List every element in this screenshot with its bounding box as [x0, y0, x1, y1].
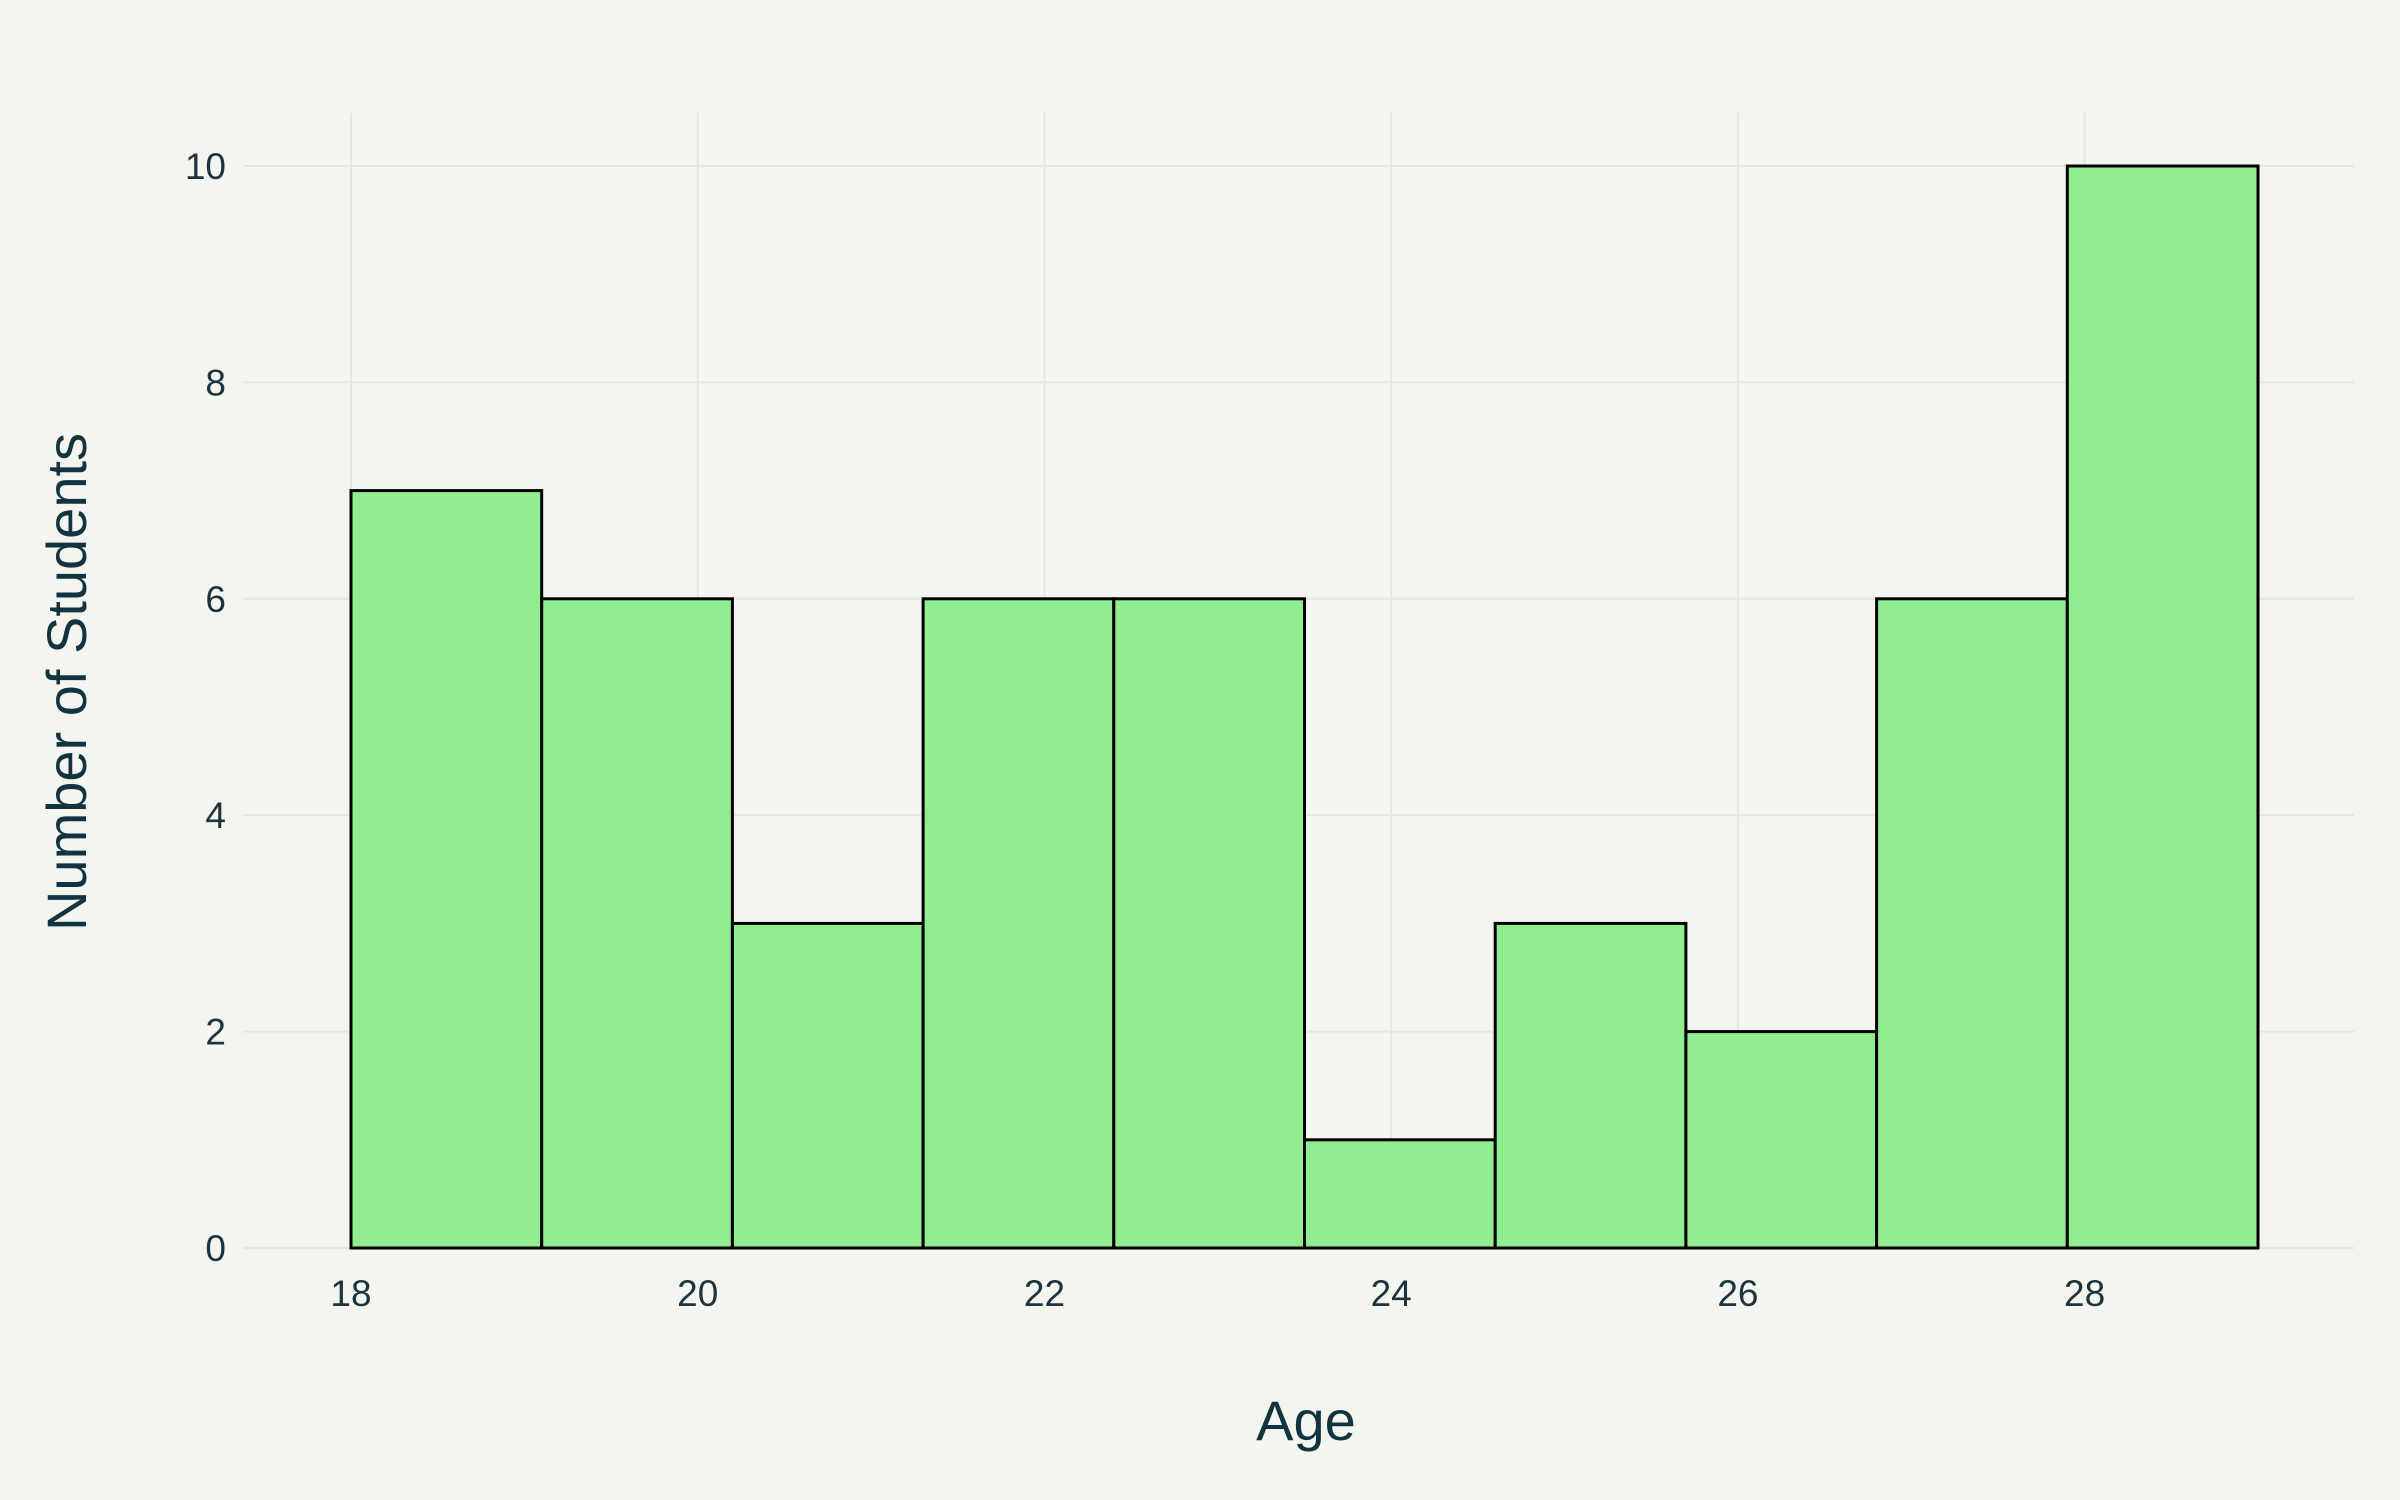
histogram-bar [1493, 921, 1688, 1250]
histogram-bar [730, 921, 925, 1250]
x-tick-label: 22 [1024, 1273, 1065, 1314]
histogram-bar [1112, 597, 1307, 1250]
y-tick-label: 0 [205, 1228, 226, 1269]
y-axis-title: Number of Students [35, 433, 98, 931]
y-axis-ticks: 0 2 4 6 8 10 [185, 146, 226, 1269]
y-tick-label: 2 [205, 1012, 226, 1053]
x-axis-ticks: 18 20 22 24 26 28 [330, 1273, 2105, 1314]
histogram-bar [540, 597, 734, 1250]
bars [349, 164, 2260, 1250]
x-tick-label: 20 [677, 1273, 718, 1314]
histogram-bar [1303, 1138, 1497, 1250]
histogram-bar [2065, 164, 2260, 1250]
histogram-bar [1875, 597, 2069, 1250]
y-tick-label: 8 [205, 362, 226, 403]
x-axis-title: Age [1256, 1389, 1356, 1452]
x-tick-label: 28 [2064, 1273, 2105, 1314]
histogram-bar [1684, 1030, 1879, 1250]
x-tick-label: 24 [1371, 1273, 1412, 1314]
x-tick-label: 18 [330, 1273, 371, 1314]
y-tick-label: 10 [185, 146, 226, 187]
histogram-bar [349, 489, 544, 1250]
histogram-bar [921, 597, 1116, 1250]
y-tick-label: 6 [205, 579, 226, 620]
x-tick-label: 26 [1717, 1273, 1758, 1314]
y-tick-label: 4 [205, 795, 226, 836]
